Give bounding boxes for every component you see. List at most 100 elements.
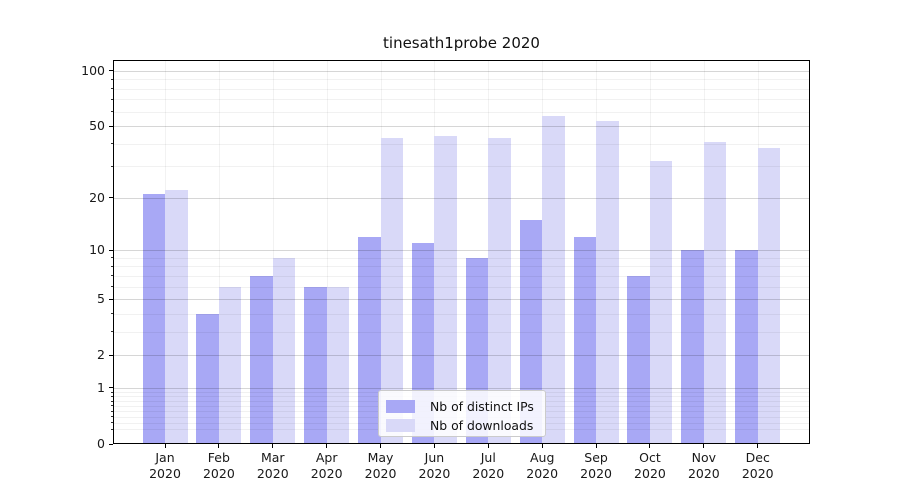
x-gridline [218, 61, 220, 443]
y-tick-mark [109, 249, 113, 251]
y-major-gridline [114, 355, 809, 357]
x-tick-mark [272, 444, 274, 448]
x-tick-mark [541, 444, 543, 448]
y-minor-tick-mark [110, 391, 113, 393]
legend-entry: Nb of distinct IPs [386, 397, 539, 415]
y-major-gridline [114, 70, 809, 72]
legend-entry: Nb of downloads [386, 416, 539, 434]
y-minor-gridline [114, 331, 809, 333]
y-tick-label: 2 [97, 347, 105, 363]
x-tick-label: Oct 2020 [634, 450, 666, 481]
y-minor-gridline [114, 166, 809, 168]
x-gridline [272, 61, 274, 443]
bar-distinct-ips [627, 275, 650, 443]
y-tick-label: 1 [97, 379, 105, 395]
x-tick-mark [218, 444, 220, 448]
y-minor-gridline [114, 275, 809, 277]
legend-swatch [386, 399, 415, 413]
y-minor-tick-mark [110, 428, 113, 430]
x-tick-mark [326, 444, 328, 448]
y-minor-tick-mark [110, 400, 113, 402]
y-minor-tick-mark [110, 88, 113, 90]
bar-distinct-ips [358, 236, 381, 443]
x-tick-mark [703, 444, 705, 448]
bar-downloads [488, 137, 511, 443]
y-minor-tick-mark [110, 331, 113, 333]
y-tick-mark [109, 443, 113, 445]
y-tick-label: 100 [81, 62, 105, 78]
bar-distinct-ips [681, 250, 704, 443]
x-tick-mark [164, 444, 166, 448]
plot-area [113, 60, 810, 444]
y-minor-gridline [114, 111, 809, 113]
y-minor-gridline [114, 257, 809, 259]
chart-title: tinesath1probe 2020 [383, 34, 540, 52]
y-minor-tick-mark [110, 416, 113, 418]
y-major-gridline [114, 250, 809, 252]
y-major-gridline [114, 126, 809, 128]
x-tick-label: Aug 2020 [526, 450, 559, 481]
x-tick-label: Jul 2020 [472, 450, 505, 481]
bar-distinct-ips [196, 313, 219, 443]
y-minor-tick-mark [110, 265, 113, 267]
y-tick-mark [109, 125, 113, 127]
bar-downloads [272, 257, 296, 443]
y-tick-mark [109, 298, 113, 300]
y-minor-tick-mark [110, 143, 113, 145]
bar-distinct-ips [142, 194, 165, 443]
x-tick-label: Nov 2020 [687, 450, 720, 481]
bar-distinct-ips [573, 236, 597, 443]
y-minor-gridline [114, 79, 809, 81]
y-major-gridline [114, 299, 809, 301]
x-tick-label: Mar 2020 [256, 450, 289, 481]
y-minor-gridline [114, 143, 809, 145]
bar-downloads [326, 286, 350, 443]
y-tick-mark [109, 197, 113, 199]
y-major-gridline [114, 387, 809, 389]
bar-downloads [542, 115, 565, 443]
y-tick-mark [109, 387, 113, 389]
bar-downloads [218, 286, 242, 443]
legend: Nb of distinct IPs Nb of downloads [378, 390, 546, 437]
legend-entry-label: Nb of downloads [430, 417, 534, 433]
y-tick-label: 50 [89, 118, 105, 134]
bar-distinct-ips [304, 286, 327, 443]
x-tick-mark [380, 444, 382, 448]
y-minor-tick-mark [110, 98, 113, 100]
y-tick-mark [109, 70, 113, 72]
y-minor-tick-mark [110, 410, 113, 412]
x-tick-label: Sep 2020 [580, 450, 612, 481]
legend-entry-label: Nb of distinct IPs [430, 398, 534, 414]
y-tick-label: 0 [97, 436, 105, 451]
x-gridline [326, 61, 328, 443]
bar-downloads [649, 161, 673, 443]
y-minor-tick-mark [110, 165, 113, 167]
x-tick-mark [649, 444, 651, 448]
y-minor-tick-mark [110, 313, 113, 315]
legend-swatch [386, 418, 415, 432]
x-tick-label: Feb 2020 [202, 450, 235, 481]
y-minor-tick-mark [110, 286, 113, 288]
y-minor-tick-mark [110, 78, 113, 80]
x-tick-label: Dec 2020 [741, 450, 774, 481]
y-tick-label: 5 [97, 291, 105, 307]
x-tick-label: Jan 2020 [149, 450, 181, 481]
bar-downloads [165, 190, 188, 443]
bar-downloads [703, 141, 727, 443]
y-minor-tick-mark [110, 257, 113, 259]
y-tick-mark [109, 354, 113, 356]
y-minor-gridline [114, 313, 809, 315]
bar-distinct-ips [519, 219, 543, 443]
y-minor-tick-mark [110, 275, 113, 277]
y-minor-gridline [114, 286, 809, 288]
bar-downloads [596, 121, 619, 443]
y-minor-gridline [114, 266, 809, 268]
y-major-gridline [114, 197, 809, 199]
bar-downloads [757, 147, 781, 443]
bar-downloads [434, 136, 457, 443]
y-minor-tick-mark [110, 405, 113, 407]
y-minor-tick-mark [110, 111, 113, 113]
y-minor-tick-mark [110, 395, 113, 397]
bar-downloads [380, 137, 404, 443]
